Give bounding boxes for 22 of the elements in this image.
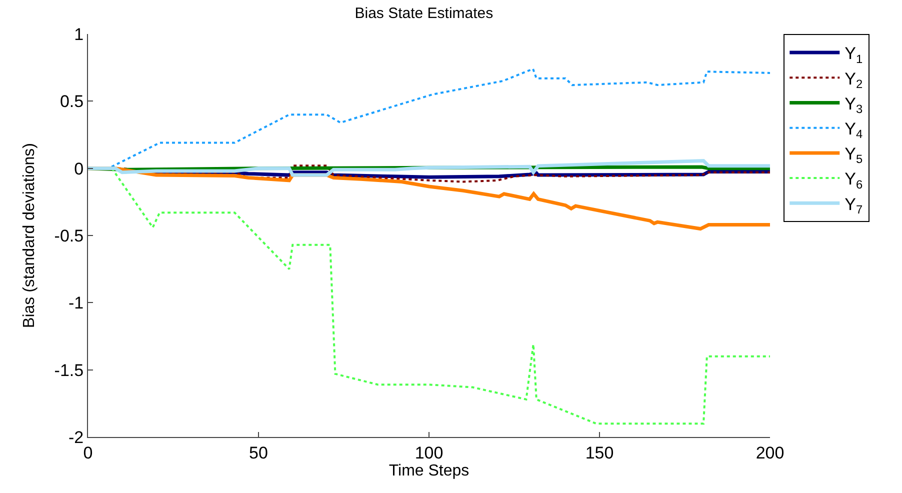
y-tick-label: -1.5 bbox=[54, 360, 84, 380]
y-axis-title: Bias (standard deviations) bbox=[21, 143, 38, 328]
x-tick-label: 150 bbox=[585, 443, 614, 462]
y-tick-label: -2 bbox=[68, 428, 84, 447]
x-tick-label: 50 bbox=[249, 443, 268, 462]
chart-title: Bias State Estimates bbox=[354, 4, 494, 22]
y-tick-label: -0.5 bbox=[54, 226, 84, 246]
legend-label: Y$_{2}$ bbox=[844, 69, 863, 91]
x-tick-label: 200 bbox=[756, 443, 784, 462]
legend-label: Y$_{7}$ bbox=[844, 194, 863, 216]
x-axis-title: Time Steps bbox=[388, 462, 470, 480]
legend-label: Y$_{6}$ bbox=[844, 170, 863, 192]
y-tick-label: 0 bbox=[74, 159, 84, 178]
line-series bbox=[88, 159, 770, 177]
y-tick-label: -1 bbox=[68, 294, 84, 313]
x-tick-label: 100 bbox=[414, 443, 444, 462]
legend-label: Y$_{4}$ bbox=[844, 119, 863, 142]
legend-label: Y$_{1}$ bbox=[844, 44, 863, 66]
legend-label: Y$_{5}$ bbox=[844, 144, 863, 166]
y-tick-label: 1 bbox=[74, 24, 84, 44]
y-tick-label: 0.5 bbox=[60, 92, 84, 112]
legend-label: Y$_{3}$ bbox=[844, 94, 863, 116]
